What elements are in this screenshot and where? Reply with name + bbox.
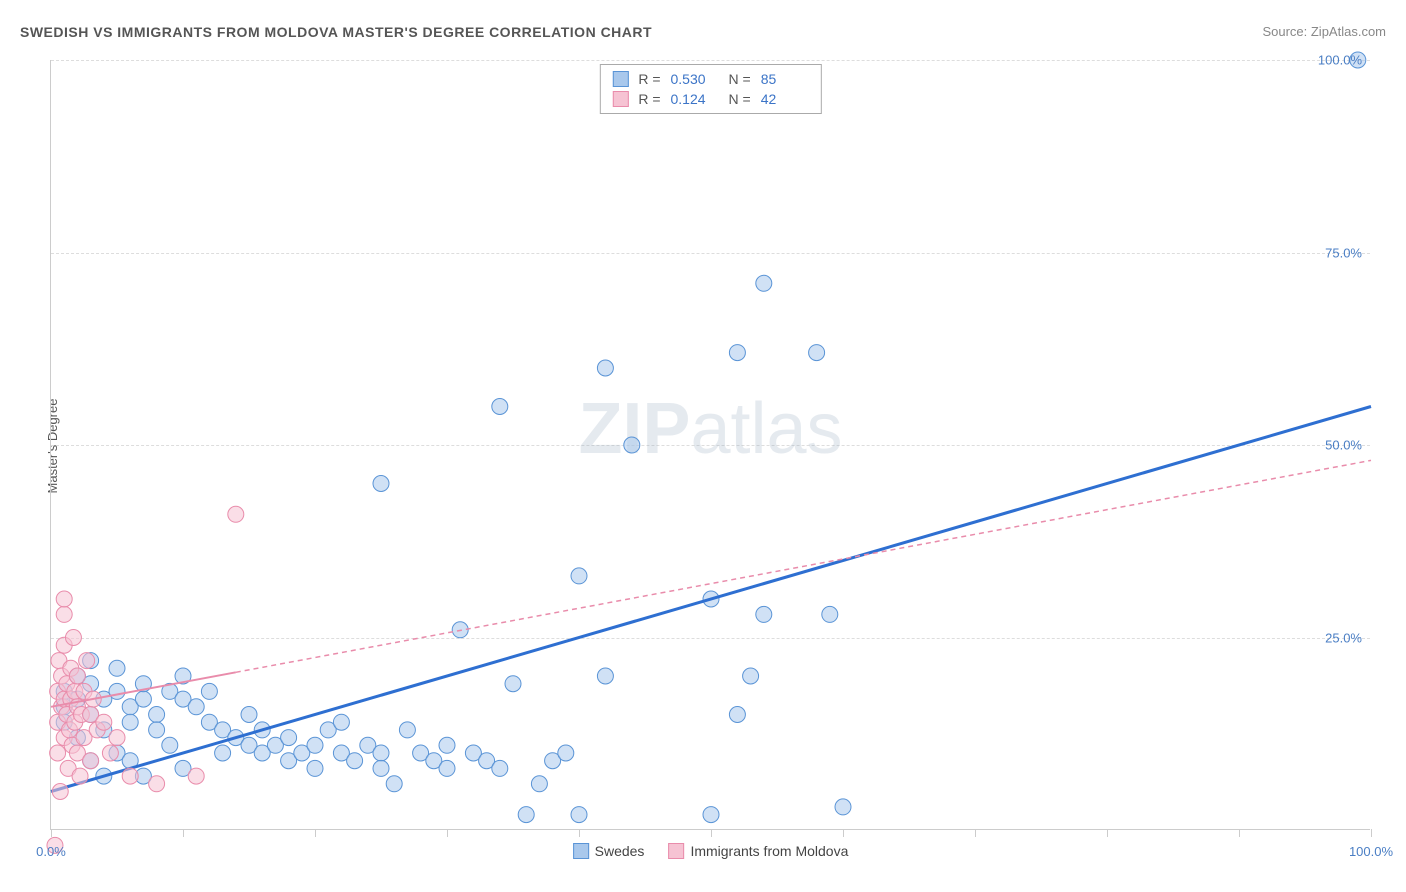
scatter-point [399,722,415,738]
scatter-point [729,345,745,361]
scatter-point [597,360,613,376]
x-tick [315,829,316,837]
scatter-plot-svg [51,60,1370,829]
scatter-point [703,807,719,823]
scatter-point [518,807,534,823]
swatch-swedes [612,71,628,87]
scatter-point [188,699,204,715]
scatter-point [756,275,772,291]
scatter-point [307,760,323,776]
scatter-point [439,737,455,753]
y-tick-label: 75.0% [1325,245,1362,260]
scatter-point [492,760,508,776]
scatter-point [56,591,72,607]
scatter-point [149,776,165,792]
legend-stats-row-swedes: R = 0.530 N = 85 [612,69,808,89]
scatter-point [149,722,165,738]
chart-container: SWEDISH VS IMMIGRANTS FROM MOLDOVA MASTE… [0,0,1406,892]
scatter-point [135,691,151,707]
scatter-point [307,737,323,753]
scatter-point [109,730,125,746]
scatter-point [571,568,587,584]
x-tick [975,829,976,837]
scatter-point [571,807,587,823]
legend-item-swedes: Swedes [573,843,645,859]
scatter-point [52,784,68,800]
source-attribution: Source: ZipAtlas.com [1262,24,1386,39]
swatch-swedes [573,843,589,859]
scatter-point [558,745,574,761]
scatter-point [373,760,389,776]
scatter-point [439,760,455,776]
scatter-point [373,745,389,761]
x-tick [1107,829,1108,837]
swatch-moldova [668,843,684,859]
scatter-point [50,745,66,761]
scatter-point [333,714,349,730]
scatter-point [281,730,297,746]
scatter-point [149,707,165,723]
x-tick [1371,829,1372,837]
scatter-point [241,707,257,723]
scatter-point [822,606,838,622]
scatter-point [492,399,508,415]
y-tick-label: 25.0% [1325,630,1362,645]
scatter-point [505,676,521,692]
scatter-point [109,660,125,676]
scatter-point [109,683,125,699]
x-tick [711,829,712,837]
legend-stats-row-moldova: R = 0.124 N = 42 [612,89,808,109]
scatter-point [96,714,112,730]
scatter-point [228,506,244,522]
legend-item-moldova: Immigrants from Moldova [668,843,848,859]
trend-line-extrapolated [236,460,1371,672]
scatter-point [65,630,81,646]
scatter-point [373,476,389,492]
scatter-point [597,668,613,684]
scatter-point [201,683,217,699]
y-tick-label: 50.0% [1325,438,1362,453]
x-tick [1239,829,1240,837]
scatter-point [347,753,363,769]
scatter-point [79,653,95,669]
scatter-point [69,668,85,684]
scatter-point [122,714,138,730]
x-tick [51,829,52,837]
x-tick [183,829,184,837]
scatter-point [835,799,851,815]
scatter-point [83,753,99,769]
x-tick [447,829,448,837]
scatter-point [72,768,88,784]
scatter-point [624,437,640,453]
legend-series: Swedes Immigrants from Moldova [573,843,849,859]
x-tick [843,829,844,837]
scatter-point [215,745,231,761]
scatter-point [729,707,745,723]
scatter-point [102,745,118,761]
scatter-point [756,606,772,622]
plot-area: ZIPatlas R = 0.530 N = 85 R = 0.124 N = … [50,60,1370,830]
x-tick-label: 100.0% [1349,844,1393,859]
y-tick-label: 100.0% [1318,53,1362,68]
chart-title: SWEDISH VS IMMIGRANTS FROM MOLDOVA MASTE… [20,24,652,40]
scatter-point [743,668,759,684]
trend-line [51,407,1371,792]
scatter-point [188,768,204,784]
scatter-point [809,345,825,361]
legend-stats-box: R = 0.530 N = 85 R = 0.124 N = 42 [599,64,821,114]
scatter-point [162,737,178,753]
scatter-point [122,768,138,784]
x-tick [579,829,580,837]
scatter-point [386,776,402,792]
swatch-moldova [612,91,628,107]
scatter-point [56,606,72,622]
x-tick-label: 0.0% [36,844,66,859]
scatter-point [531,776,547,792]
